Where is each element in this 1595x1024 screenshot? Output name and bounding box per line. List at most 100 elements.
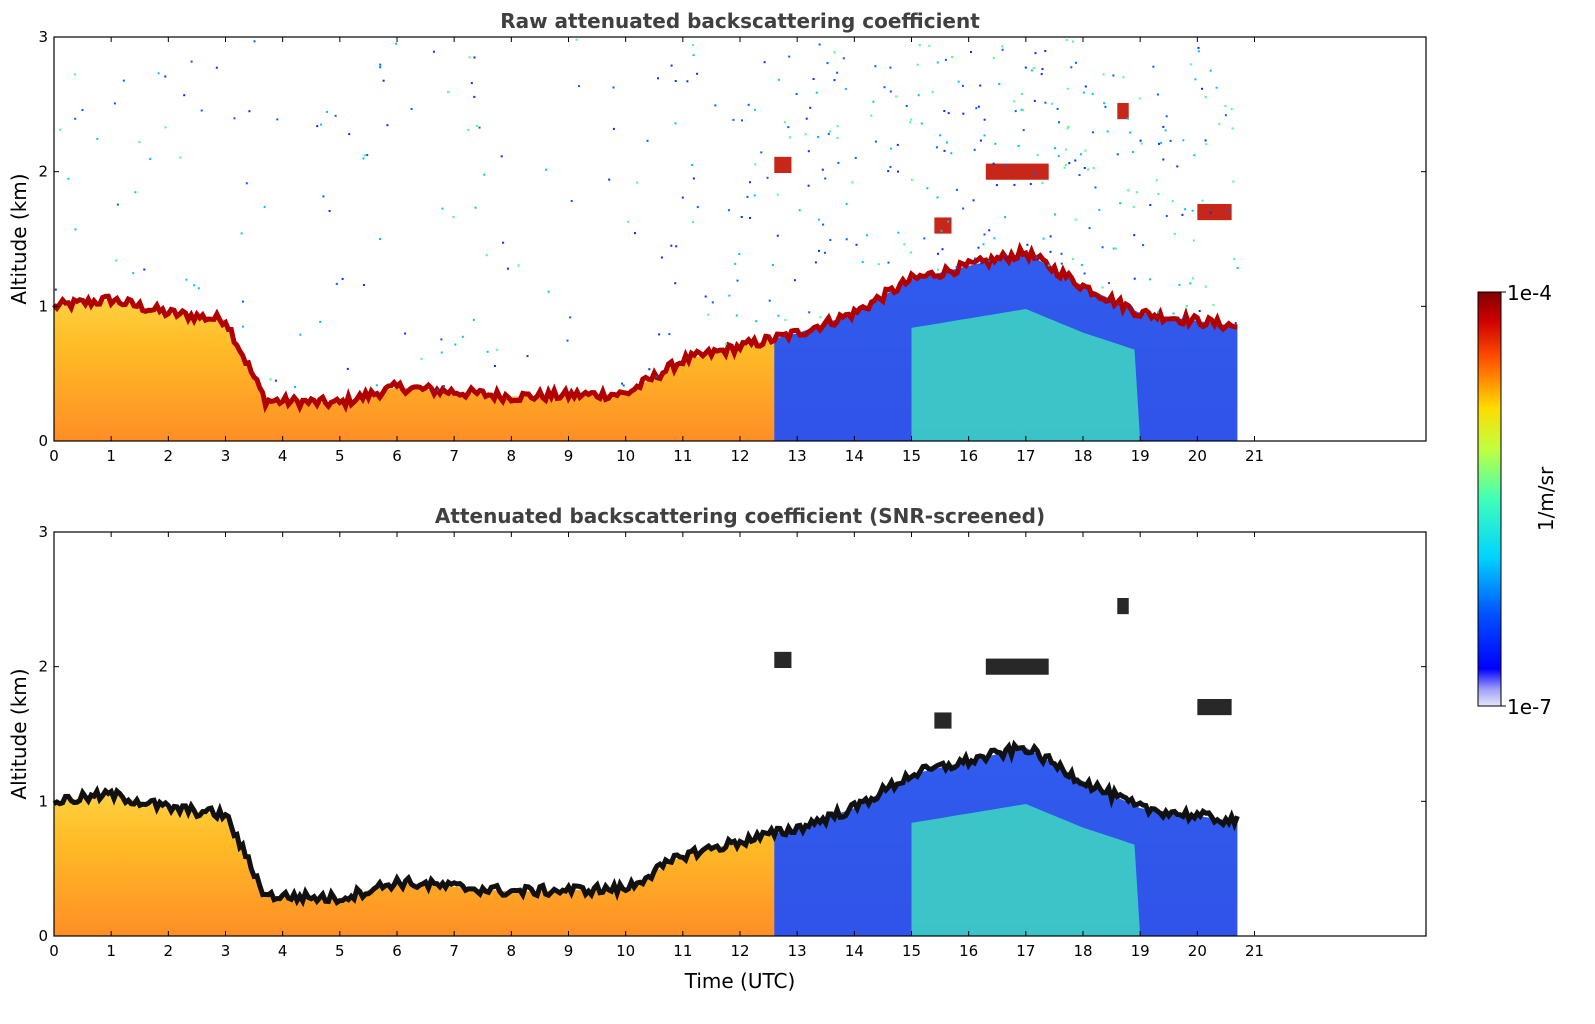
noise-speck [1185, 304, 1188, 307]
noise-speck [845, 238, 848, 241]
noise-speck [197, 287, 200, 290]
noise-speck [1029, 183, 1032, 185]
noise-speck [608, 178, 611, 181]
noise-speck [1006, 164, 1009, 167]
colorbar-gradient [1477, 291, 1502, 707]
x-tick-label: 19 [1131, 942, 1150, 960]
noise-speck [485, 254, 488, 257]
noise-speck [836, 137, 839, 139]
noise-speck [983, 233, 986, 236]
noise-speck [845, 202, 848, 205]
noise-speck [749, 217, 751, 219]
noise-speck [923, 237, 926, 240]
x-tick-label: 6 [392, 942, 402, 960]
noise-speck [386, 124, 389, 127]
noise-speck [636, 181, 639, 184]
noise-speck [1091, 92, 1094, 95]
noise-speck [714, 104, 717, 107]
noise-speck [1201, 199, 1204, 202]
noise-speck [1112, 74, 1115, 77]
noise-speck [675, 245, 678, 248]
noise-speck [1083, 167, 1086, 169]
noise-speck [420, 357, 423, 360]
noise-speck [777, 78, 780, 81]
noise-speck [627, 220, 630, 223]
noise-speck [1020, 108, 1023, 111]
top-y-axis-label: Altitude (km) [7, 173, 31, 304]
noise-speck [375, 384, 378, 387]
noise-speck [578, 85, 580, 88]
noise-speck [646, 139, 649, 142]
noise-speck [132, 272, 135, 275]
noise-speck [763, 61, 766, 64]
noise-speck [1033, 172, 1036, 175]
noise-speck [74, 73, 76, 76]
colorbar-max-label: 1e-4 [1507, 281, 1552, 305]
top-panel-title: Raw attenuated backscattering coefficien… [500, 9, 980, 33]
noise-speck [842, 57, 845, 60]
noise-speck [1066, 87, 1069, 90]
noise-speck [1201, 87, 1203, 90]
x-tick-label: 6 [392, 447, 402, 465]
noise-speck [461, 335, 464, 338]
x-tick-label: 10 [616, 447, 635, 465]
noise-speck [648, 368, 651, 371]
noise-speck [1026, 243, 1029, 246]
noise-speck [1104, 105, 1107, 108]
raw-backscatter-panel: Raw attenuated backscattering coefficien… [7, 9, 1427, 465]
noise-speck [1152, 65, 1155, 68]
noise-speck [798, 209, 801, 212]
x-tick-label: 12 [730, 447, 749, 465]
noise-speck [612, 86, 615, 89]
noise-speck [668, 333, 671, 335]
noise-speck [467, 128, 470, 131]
noise-speck [436, 389, 439, 392]
noise-speck [943, 110, 946, 112]
noise-speck [1042, 237, 1045, 240]
noise-speck [1022, 129, 1025, 132]
x-tick-label: 1 [106, 447, 116, 465]
noise-speck [1204, 96, 1207, 98]
noise-speck [1133, 277, 1136, 280]
x-tick-label: 14 [845, 447, 864, 465]
noise-speck [819, 316, 822, 319]
noise-speck [473, 56, 476, 59]
noise-speck [149, 158, 152, 160]
noise-speck [190, 60, 193, 63]
noise-speck [865, 234, 868, 237]
noise-speck [736, 279, 739, 282]
noise-speck [1233, 258, 1236, 260]
noise-speck [1083, 272, 1086, 275]
noise-speck [727, 209, 730, 212]
noise-speck [1181, 213, 1184, 216]
noise-speck [500, 155, 503, 158]
noise-speck [59, 128, 62, 131]
noise-speck [1133, 234, 1136, 237]
x-tick-label: 7 [449, 447, 459, 465]
noise-speck [470, 82, 473, 85]
noise-speck [1006, 255, 1009, 258]
noise-speck [122, 79, 125, 82]
noise-speck [1164, 129, 1167, 132]
noise-speck [890, 147, 893, 150]
noise-speck [1108, 282, 1110, 285]
noise-speck [269, 378, 272, 381]
noise-speck [316, 125, 319, 128]
noise-speck [1204, 139, 1207, 142]
noise-speck [686, 80, 689, 83]
noise-speck [889, 90, 892, 93]
noise-speck [348, 133, 351, 136]
noise-speck [1082, 91, 1085, 94]
noise-speck [897, 170, 899, 173]
elevated-layer [1197, 698, 1232, 716]
noise-speck [575, 38, 578, 41]
noise-speck [889, 165, 892, 168]
noise-speck [495, 348, 498, 351]
noise-speck [1127, 189, 1130, 192]
noise-speck [836, 125, 839, 128]
noise-speck [193, 284, 196, 287]
noise-speck [691, 44, 694, 46]
snr-screened-heatmap [52, 597, 1240, 936]
noise-speck [547, 290, 550, 293]
